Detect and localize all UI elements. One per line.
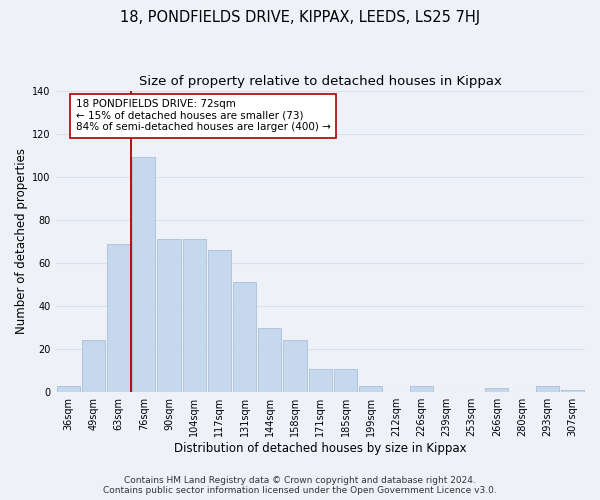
Bar xyxy=(258,328,281,392)
Bar xyxy=(132,158,155,392)
X-axis label: Distribution of detached houses by size in Kippax: Distribution of detached houses by size … xyxy=(174,442,467,455)
Bar xyxy=(107,244,130,392)
Text: 18, PONDFIELDS DRIVE, KIPPAX, LEEDS, LS25 7HJ: 18, PONDFIELDS DRIVE, KIPPAX, LEEDS, LS2… xyxy=(120,10,480,25)
Bar xyxy=(82,340,105,392)
Y-axis label: Number of detached properties: Number of detached properties xyxy=(15,148,28,334)
Bar xyxy=(536,386,559,392)
Bar xyxy=(157,239,181,392)
Bar xyxy=(208,250,231,392)
Title: Size of property relative to detached houses in Kippax: Size of property relative to detached ho… xyxy=(139,75,502,88)
Bar xyxy=(56,386,80,392)
Bar xyxy=(359,386,382,392)
Text: Contains HM Land Registry data © Crown copyright and database right 2024.
Contai: Contains HM Land Registry data © Crown c… xyxy=(103,476,497,495)
Bar xyxy=(561,390,584,392)
Text: 18 PONDFIELDS DRIVE: 72sqm
← 15% of detached houses are smaller (73)
84% of semi: 18 PONDFIELDS DRIVE: 72sqm ← 15% of deta… xyxy=(76,99,331,132)
Bar xyxy=(233,282,256,392)
Bar xyxy=(410,386,433,392)
Bar xyxy=(485,388,508,392)
Bar xyxy=(334,368,357,392)
Bar xyxy=(308,368,332,392)
Bar xyxy=(283,340,307,392)
Bar xyxy=(182,239,206,392)
